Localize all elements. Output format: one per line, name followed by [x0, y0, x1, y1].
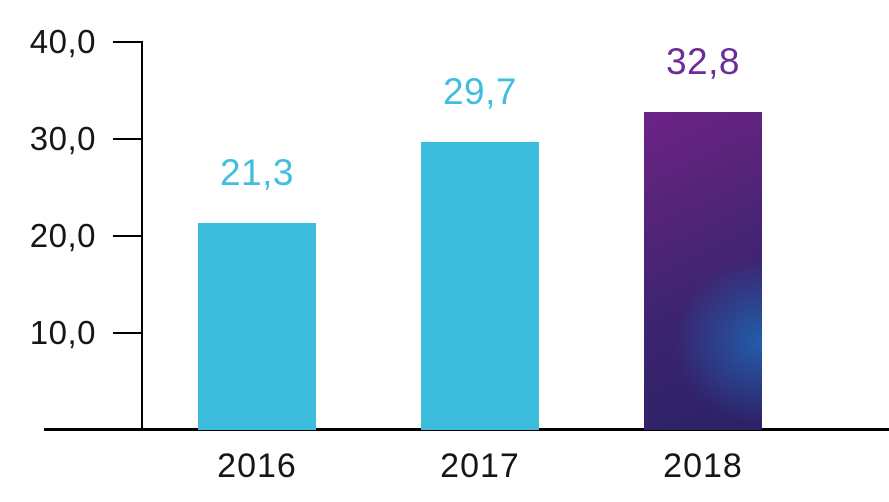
x-axis-label-2017: 2017 — [440, 447, 520, 485]
y-tick-mark — [113, 235, 143, 237]
y-tick-mark — [113, 138, 143, 140]
y-tick-label: 10,0 — [29, 314, 96, 351]
y-tick-mark — [113, 332, 143, 334]
value-label-2016: 21,3 — [219, 152, 294, 194]
bar-2018 — [644, 111, 762, 430]
bar-2016 — [198, 223, 316, 430]
x-axis-label-2018: 2018 — [663, 447, 743, 485]
value-label-2018: 32,8 — [665, 40, 740, 82]
value-label-2017: 29,7 — [442, 70, 517, 112]
x-axis-label-2016: 2016 — [217, 447, 297, 485]
y-tick-label: 30,0 — [29, 120, 96, 157]
y-tick-label: 20,0 — [29, 217, 96, 254]
y-tick-mark — [113, 41, 143, 43]
bar-2017 — [421, 141, 539, 430]
y-tick-label: 40,0 — [29, 23, 96, 60]
